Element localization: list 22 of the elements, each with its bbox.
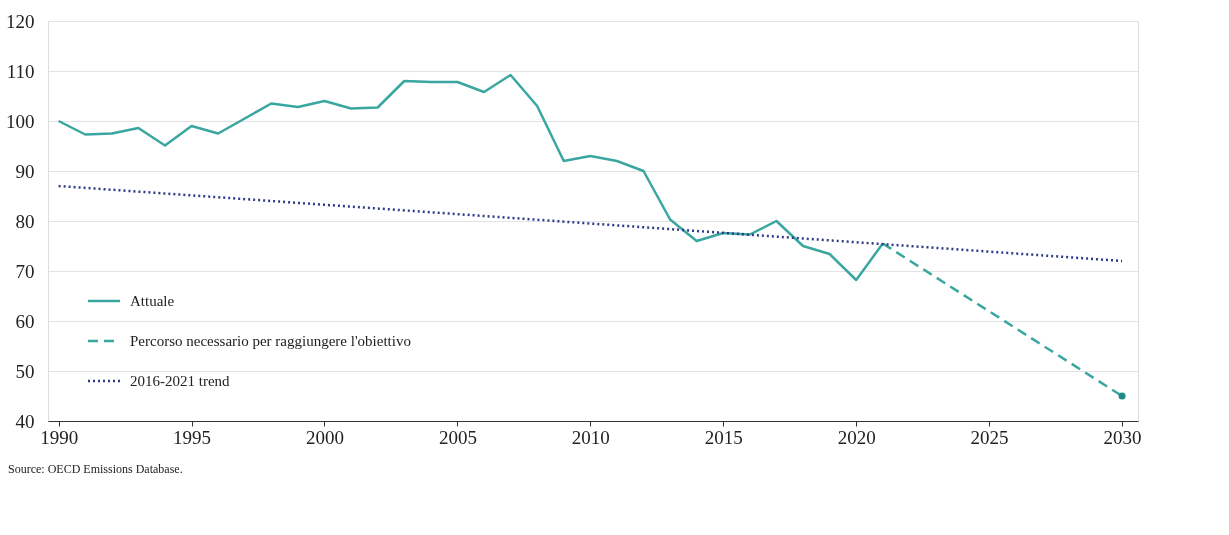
x-tick-label: 2030 (1103, 426, 1142, 448)
legend-label: Percorso necessario per raggiungere l'obiettivo (130, 333, 411, 349)
x-tick-label: 2010 (571, 426, 610, 448)
y-tick-label: 50 (15, 360, 35, 382)
legend-label: Attuale (130, 293, 175, 309)
x-tick-label: 1990 (40, 426, 79, 448)
source-note: Source: OECD Emissions Database. (8, 462, 183, 476)
y-tick-label: 90 (15, 160, 35, 182)
x-tick-label: 2000 (305, 426, 344, 448)
y-tick-label: 110 (6, 60, 35, 82)
y-tick-label: 60 (15, 310, 35, 332)
y-tick-label: 100 (6, 110, 35, 132)
legend-label: 2016-2021 trend (130, 373, 231, 389)
y-tick-label: 80 (15, 210, 35, 232)
y-tick-label: 40 (15, 410, 35, 432)
y-tick-label: 70 (15, 260, 35, 282)
x-tick-label: 2005 (438, 426, 477, 448)
y-tick-label: 120 (6, 10, 35, 32)
x-tick-label: 2015 (704, 426, 743, 448)
x-tick-label: 2025 (970, 426, 1009, 448)
x-tick-label: 2020 (837, 426, 876, 448)
x-tick-label: 1995 (173, 426, 212, 448)
